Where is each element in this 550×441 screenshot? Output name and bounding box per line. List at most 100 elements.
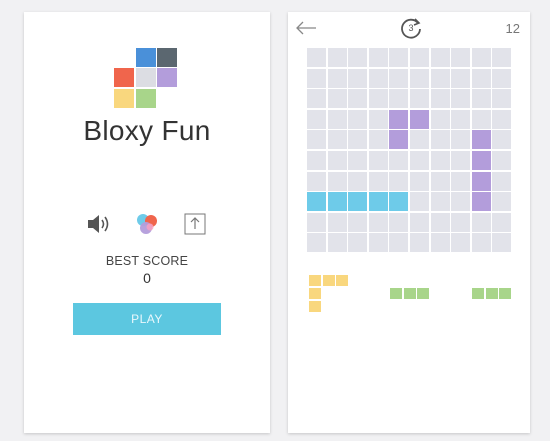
board-cell[interactable] bbox=[451, 151, 471, 170]
board-cell[interactable] bbox=[307, 89, 326, 109]
board-cell[interactable] bbox=[348, 109, 368, 129]
board-cell[interactable] bbox=[471, 89, 491, 109]
board-cell[interactable] bbox=[348, 48, 368, 67]
board-cell[interactable] bbox=[471, 68, 491, 88]
board-cell[interactable] bbox=[430, 151, 450, 170]
board-cell[interactable] bbox=[368, 48, 388, 67]
speaker-icon[interactable] bbox=[85, 210, 113, 238]
board-cell[interactable] bbox=[492, 68, 512, 88]
board-cell[interactable] bbox=[410, 212, 429, 232]
board-cell[interactable] bbox=[368, 89, 388, 109]
board-cell[interactable] bbox=[307, 212, 326, 232]
board-cell[interactable] bbox=[348, 171, 368, 191]
board-cell[interactable] bbox=[389, 212, 409, 232]
board-cell[interactable] bbox=[368, 68, 388, 88]
board-cell[interactable] bbox=[492, 151, 512, 170]
board-cell[interactable] bbox=[451, 109, 471, 129]
board-cell[interactable] bbox=[471, 109, 491, 129]
board-cell[interactable] bbox=[307, 192, 326, 212]
board-cell[interactable] bbox=[307, 151, 326, 170]
game-board[interactable] bbox=[307, 48, 513, 253]
board-cell[interactable] bbox=[430, 212, 450, 232]
board-cell[interactable] bbox=[410, 130, 429, 150]
board-cell[interactable] bbox=[307, 171, 326, 191]
board-cell[interactable] bbox=[471, 171, 491, 191]
board-cell[interactable] bbox=[471, 151, 491, 170]
board-cell[interactable] bbox=[389, 130, 409, 150]
board-cell[interactable] bbox=[327, 233, 347, 253]
board-cell[interactable] bbox=[348, 151, 368, 170]
board-cell[interactable] bbox=[389, 68, 409, 88]
board-cell[interactable] bbox=[389, 151, 409, 170]
board-cell[interactable] bbox=[430, 68, 450, 88]
green-bar-piece-1[interactable] bbox=[390, 288, 430, 300]
board-cell[interactable] bbox=[348, 130, 368, 150]
board-cell[interactable] bbox=[327, 171, 347, 191]
board-cell[interactable] bbox=[451, 68, 471, 88]
yellow-corner-piece[interactable] bbox=[309, 275, 349, 313]
board-cell[interactable] bbox=[451, 89, 471, 109]
back-arrow-icon[interactable] bbox=[294, 18, 318, 38]
share-icon[interactable] bbox=[181, 210, 209, 238]
board-cell[interactable] bbox=[492, 233, 512, 253]
board-cell[interactable] bbox=[348, 68, 368, 88]
board-cell[interactable] bbox=[492, 171, 512, 191]
board-cell[interactable] bbox=[451, 171, 471, 191]
board-cell[interactable] bbox=[410, 171, 429, 191]
board-cell[interactable] bbox=[327, 151, 347, 170]
board-cell[interactable] bbox=[327, 212, 347, 232]
board-cell[interactable] bbox=[410, 68, 429, 88]
board-cell[interactable] bbox=[368, 151, 388, 170]
board-cell[interactable] bbox=[348, 192, 368, 212]
play-button[interactable]: PLAY bbox=[73, 303, 221, 335]
board-cell[interactable] bbox=[368, 192, 388, 212]
board-cell[interactable] bbox=[492, 48, 512, 67]
board-cell[interactable] bbox=[410, 48, 429, 67]
board-cell[interactable] bbox=[492, 192, 512, 212]
board-cell[interactable] bbox=[368, 171, 388, 191]
board-cell[interactable] bbox=[430, 109, 450, 129]
board-cell[interactable] bbox=[471, 130, 491, 150]
board-cell[interactable] bbox=[368, 109, 388, 129]
board-cell[interactable] bbox=[410, 109, 429, 129]
board-cell[interactable] bbox=[430, 171, 450, 191]
board-cell[interactable] bbox=[389, 233, 409, 253]
board-cell[interactable] bbox=[348, 212, 368, 232]
colors-icon[interactable] bbox=[133, 210, 161, 238]
board-cell[interactable] bbox=[471, 212, 491, 232]
board-cell[interactable] bbox=[471, 48, 491, 67]
board-cell[interactable] bbox=[451, 233, 471, 253]
board-cell[interactable] bbox=[410, 233, 429, 253]
board-cell[interactable] bbox=[492, 130, 512, 150]
board-cell[interactable] bbox=[368, 233, 388, 253]
board-cell[interactable] bbox=[389, 192, 409, 212]
board-cell[interactable] bbox=[368, 130, 388, 150]
board-cell[interactable] bbox=[307, 233, 326, 253]
board-cell[interactable] bbox=[430, 130, 450, 150]
board-cell[interactable] bbox=[492, 212, 512, 232]
board-cell[interactable] bbox=[410, 151, 429, 170]
board-cell[interactable] bbox=[327, 130, 347, 150]
green-bar-piece-2[interactable] bbox=[472, 288, 512, 300]
board-cell[interactable] bbox=[430, 48, 450, 67]
board-cell[interactable] bbox=[307, 130, 326, 150]
board-cell[interactable] bbox=[307, 48, 326, 67]
board-cell[interactable] bbox=[451, 192, 471, 212]
board-cell[interactable] bbox=[327, 48, 347, 67]
board-cell[interactable] bbox=[327, 192, 347, 212]
board-cell[interactable] bbox=[327, 109, 347, 129]
board-cell[interactable] bbox=[471, 192, 491, 212]
board-cell[interactable] bbox=[430, 233, 450, 253]
board-cell[interactable] bbox=[492, 109, 512, 129]
board-cell[interactable] bbox=[410, 192, 429, 212]
board-cell[interactable] bbox=[451, 48, 471, 67]
board-cell[interactable] bbox=[327, 68, 347, 88]
board-cell[interactable] bbox=[389, 48, 409, 67]
board-cell[interactable] bbox=[307, 68, 326, 88]
board-cell[interactable] bbox=[430, 192, 450, 212]
board-cell[interactable] bbox=[327, 89, 347, 109]
board-cell[interactable] bbox=[307, 109, 326, 129]
board-cell[interactable] bbox=[368, 212, 388, 232]
board-cell[interactable] bbox=[471, 233, 491, 253]
board-cell[interactable] bbox=[389, 109, 409, 129]
